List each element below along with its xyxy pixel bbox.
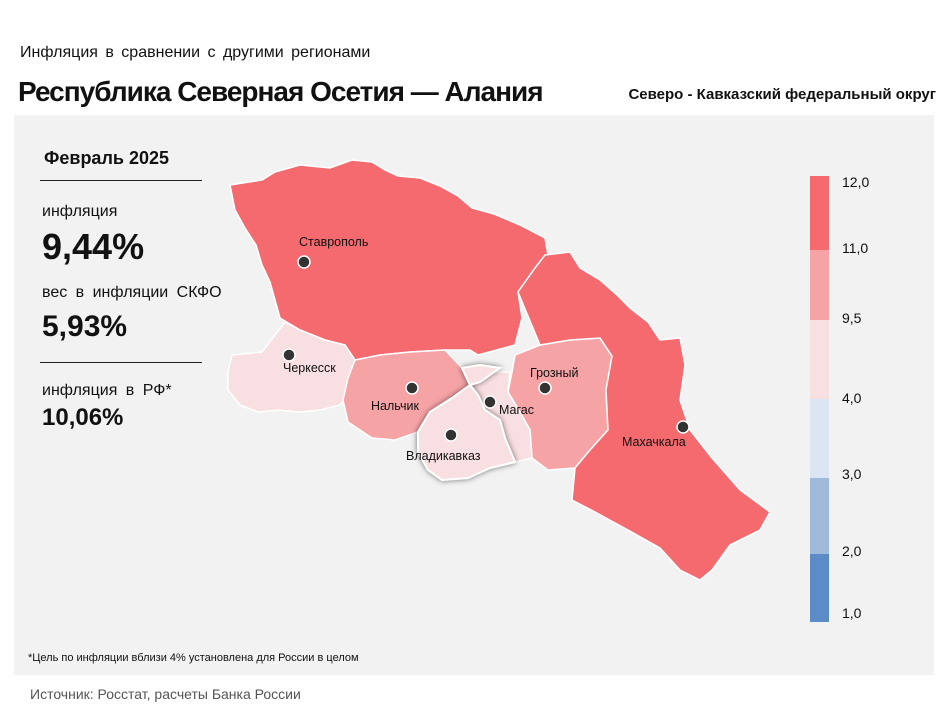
region-north-ossetia[interactable] (417, 363, 517, 482)
legend-tick-label: 4,0 (842, 390, 862, 406)
legend-tick-label: 1,0 (842, 605, 862, 621)
legend-tick-label: 11,0 (842, 240, 869, 256)
city-label: Грозный (530, 366, 578, 380)
city-marker (297, 255, 311, 269)
city-marker (405, 381, 419, 395)
legend-tick-label: 3,0 (842, 466, 862, 482)
legend-tick-label: 2,0 (842, 543, 862, 559)
rf-inflation-label: инфляция в РФ* (42, 382, 172, 399)
legend-bin (810, 399, 829, 478)
city-marker (676, 420, 690, 434)
district-name: Северо - Кавказский федеральный округ (628, 86, 936, 103)
weight-label: вес в инфляции СКФО (42, 284, 222, 301)
region-dagestan[interactable] (517, 251, 771, 581)
legend-bin (810, 176, 829, 250)
city-label: Магас (499, 403, 534, 417)
inflation-value: 9,44% (42, 226, 145, 267)
city-label: Ставрополь (299, 235, 368, 249)
region-stavropol[interactable] (229, 159, 549, 361)
city-marker (483, 395, 497, 409)
city-marker (444, 428, 458, 442)
legend-bin (810, 250, 829, 320)
city-label: Нальчик (371, 399, 419, 413)
page-subtitle: Инфляция в сравнении с другими регионами (20, 44, 371, 61)
weight-value: 5,93% (42, 310, 128, 343)
legend-bin (810, 478, 829, 554)
page-title: Республика Северная Осетия — Алания (18, 76, 544, 107)
legend-bin (810, 320, 829, 399)
legend-bin (810, 554, 829, 622)
city-label: Владикавказ (406, 449, 481, 463)
period-label: Февраль 2025 (44, 148, 169, 168)
city-label: Махачкала (622, 435, 686, 449)
legend-tick-label: 12,0 (842, 174, 870, 190)
rf-inflation-value: 10,06% (42, 404, 124, 431)
inflation-label: инфляция (42, 203, 118, 220)
divider (40, 362, 202, 363)
city-marker (538, 381, 552, 395)
footnote: *Цель по инфляции вблизи 4% установлена … (28, 652, 359, 664)
city-marker (282, 348, 296, 362)
city-label: Черкесск (283, 361, 336, 375)
legend-tick-label: 9,5 (842, 310, 862, 326)
source-note: Источник: Росстат, расчеты Банка России (30, 686, 301, 702)
divider (40, 180, 202, 181)
